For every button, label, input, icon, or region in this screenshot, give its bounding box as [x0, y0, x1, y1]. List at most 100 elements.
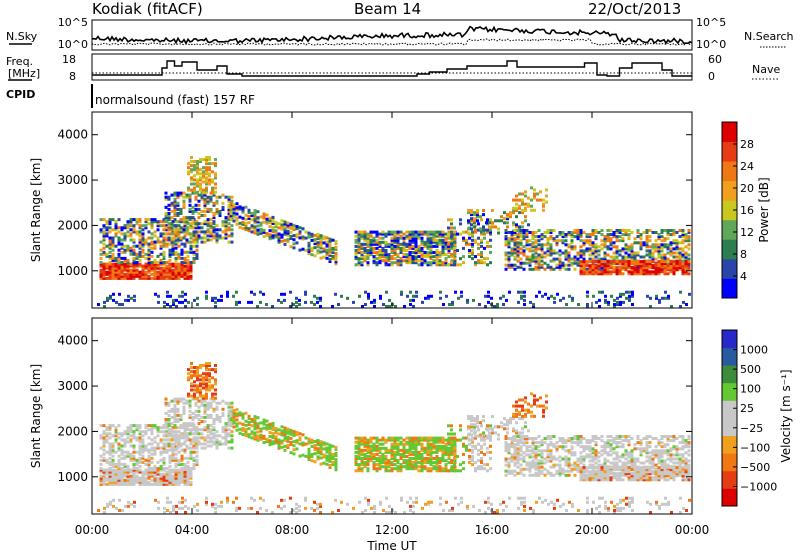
power-cell: [651, 247, 655, 251]
power-cell: [211, 180, 214, 184]
power-cell: [102, 218, 106, 222]
power-cell: [606, 247, 610, 251]
velocity-cell: [180, 468, 184, 472]
power-cell: [408, 232, 412, 236]
power-cell: [516, 245, 520, 249]
power-cell: [603, 243, 607, 247]
power-cell: [331, 257, 335, 261]
power-cell: [189, 261, 193, 264]
velocity-cell: [138, 432, 142, 436]
power-cell: [162, 218, 166, 222]
power-cell: [546, 239, 550, 243]
velocity-cell: [378, 450, 382, 454]
velocity-cell: [316, 439, 320, 442]
velocity-cell: [171, 470, 175, 474]
velocity-cell: [183, 482, 187, 486]
velocity-cell: [375, 469, 379, 473]
power-cell: [253, 215, 257, 219]
power-cell: [322, 241, 326, 245]
power-cell: [159, 268, 163, 272]
power-cell: [307, 250, 311, 253]
power-cell: [114, 232, 118, 236]
velocity-cell: [435, 463, 439, 467]
power-cell: [666, 257, 670, 261]
power-cell: [378, 240, 382, 244]
velocity-cell: [378, 467, 382, 471]
velocity-cell: [390, 457, 394, 460]
power-cell: [277, 236, 281, 240]
power-cell: [394, 305, 397, 308]
power-cell: [435, 242, 439, 246]
power-cell: [660, 264, 664, 268]
power-cell: [534, 241, 538, 245]
velocity-cell: [486, 469, 489, 473]
power-cell: [627, 270, 631, 274]
power-cell: [534, 235, 538, 239]
velocity-cell: [108, 474, 112, 478]
power-cell: [357, 236, 361, 240]
power-cell: [132, 250, 136, 254]
power-cell: [164, 214, 168, 217]
power-cell: [123, 224, 127, 228]
power-cell: [214, 186, 217, 190]
velocity-cell: [105, 440, 109, 444]
power-cell: [111, 252, 115, 256]
velocity-cell: [229, 420, 233, 424]
velocity-cell: [471, 448, 474, 452]
velocity-cell: [180, 434, 184, 438]
power-cell: [191, 209, 195, 213]
velocity-cell: [334, 460, 338, 464]
power-cell: [369, 240, 373, 244]
velocity-cell: [168, 454, 172, 458]
power-cell: [600, 262, 604, 266]
velocity-cell: [399, 442, 403, 446]
velocity-cell: [129, 470, 133, 474]
power-cell: [387, 244, 391, 248]
power-cell: [633, 257, 637, 261]
velocity-cell: [467, 433, 470, 437]
power-cell: [268, 233, 272, 237]
power-cell: [408, 261, 412, 265]
power-cell: [120, 261, 124, 264]
power-cell: [606, 262, 610, 266]
power-cell: [384, 251, 388, 254]
velocity-cell: [369, 448, 373, 452]
power-cell: [189, 234, 193, 238]
power-cell: [672, 260, 676, 264]
power-cell: [363, 259, 367, 263]
velocity-cell: [289, 430, 293, 434]
velocity-cell: [162, 482, 166, 486]
velocity-cell: [507, 465, 511, 469]
power-cell: [594, 235, 598, 239]
power-cell: [582, 260, 586, 264]
power-cell: [453, 234, 457, 238]
power-cell: [603, 253, 607, 257]
power-cell: [474, 238, 477, 242]
power-cell: [591, 253, 595, 257]
power-cell: [591, 268, 595, 272]
velocity-cell: [471, 436, 474, 440]
power-cell: [513, 241, 517, 245]
power-cell: [687, 257, 691, 261]
velocity-cell: [432, 450, 436, 454]
power-cell: [561, 265, 565, 269]
power-cell: [507, 257, 511, 261]
power-cell: [535, 294, 538, 298]
velocity-cell: [289, 436, 293, 440]
power-cell: [280, 239, 284, 243]
velocity-cell: [138, 470, 142, 474]
power-cell: [651, 255, 655, 259]
power-cell: [366, 232, 370, 236]
velocity-cell: [183, 470, 187, 474]
power-cell: [357, 232, 361, 236]
power-cell: [684, 264, 688, 268]
velocity-cell: [167, 420, 171, 423]
velocity-cell: [474, 469, 477, 473]
power-cell: [129, 272, 133, 276]
velocity-cell: [182, 434, 186, 438]
power-cell: [594, 237, 598, 241]
velocity-cell: [168, 474, 172, 478]
power-cell: [313, 240, 317, 243]
velocity-cell: [328, 449, 332, 453]
power-cell: [135, 264, 139, 268]
